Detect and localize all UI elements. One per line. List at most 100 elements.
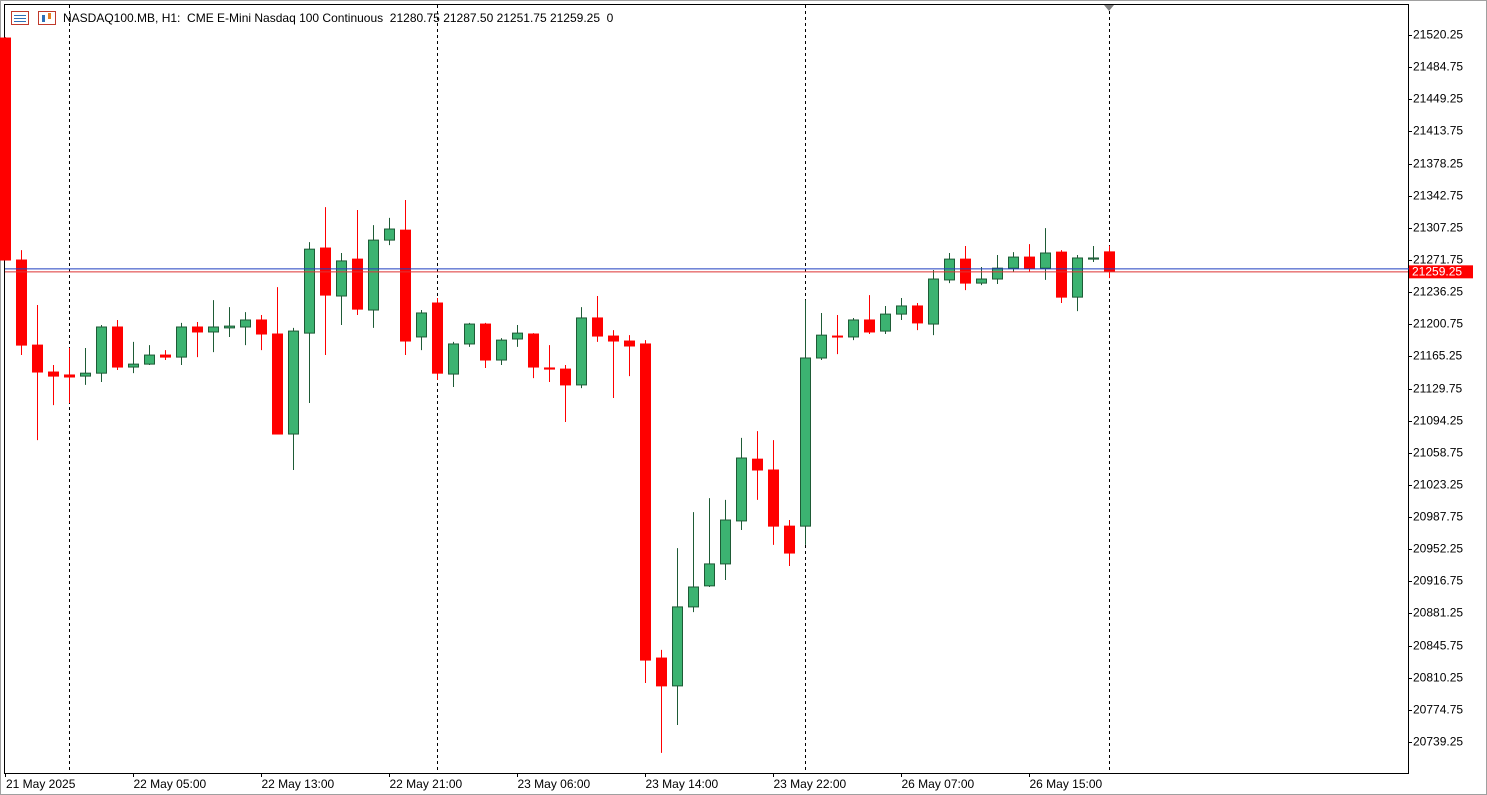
y-tick-label: 21484.75: [1413, 60, 1463, 74]
x-tick-label: 23 May 14:00: [646, 777, 719, 791]
candle-body: [464, 323, 475, 345]
candle-body: [592, 317, 603, 337]
candle-body: [496, 339, 507, 361]
candle-body: [576, 317, 587, 386]
candle-body: [608, 335, 619, 342]
candle-body: [0, 37, 11, 261]
y-tick-label: 20739.25: [1413, 735, 1463, 749]
y-tick-label: 21165.25: [1413, 349, 1462, 363]
x-tick-label: 22 May 21:00: [390, 777, 463, 791]
candle-body: [800, 357, 811, 527]
candle-body: [272, 333, 283, 435]
candle-body: [640, 343, 651, 661]
candle-body: [720, 519, 731, 565]
candle-body: [112, 326, 123, 368]
candle-body: [240, 319, 251, 328]
x-tick-label: 26 May 15:00: [1030, 777, 1103, 791]
candle-body: [880, 313, 891, 332]
candle-body: [528, 333, 539, 368]
candle-body: [448, 343, 459, 375]
candle-body: [80, 372, 91, 377]
candle-body: [704, 563, 715, 587]
candle-body: [256, 319, 267, 335]
candle-body: [784, 525, 795, 554]
candle-body: [336, 260, 347, 297]
candle-body: [1072, 257, 1083, 298]
toolbar-icons: [11, 11, 56, 25]
candle-body: [896, 305, 907, 315]
y-tick-label: 20881.25: [1413, 606, 1463, 620]
candle-body: [16, 259, 27, 346]
y-tick-label: 20774.75: [1413, 703, 1463, 717]
icon-chart: [38, 11, 56, 25]
candle-body: [688, 586, 699, 608]
candle-body: [992, 267, 1003, 280]
y-tick-label: 20952.25: [1413, 542, 1463, 556]
candle-body: [384, 228, 395, 241]
candle-body: [672, 606, 683, 687]
y-tick-label: 21058.75: [1413, 446, 1463, 460]
candle-body: [944, 258, 955, 281]
icon-bar: [48, 13, 51, 19]
candle-body: [176, 326, 187, 358]
candle-body: [224, 325, 235, 329]
candle-body: [1088, 257, 1099, 260]
candle-body: [368, 239, 379, 311]
candle-body: [768, 469, 779, 527]
candle-body: [64, 374, 75, 378]
x-tick-label: 26 May 07:00: [902, 777, 975, 791]
y-tick-label: 21129.75: [1413, 382, 1462, 396]
candle-body: [288, 330, 299, 435]
y-tick-label: 21200.75: [1413, 317, 1463, 331]
candle-body: [736, 457, 747, 522]
candle-body: [848, 319, 859, 338]
plot-frame: [4, 4, 1409, 774]
y-tick-label: 21271.75: [1413, 253, 1463, 267]
y-tick-label: 21094.25: [1413, 414, 1463, 428]
y-tick-label: 21307.25: [1413, 221, 1463, 235]
candle-body: [128, 363, 139, 368]
candle-body: [752, 458, 763, 471]
candle-body: [864, 319, 875, 333]
candle-body: [192, 326, 203, 333]
x-tick-label: 23 May 22:00: [774, 777, 847, 791]
x-tick-label: 21 May 2025: [6, 777, 76, 791]
candle-body: [208, 326, 219, 333]
candle-body: [432, 302, 443, 374]
candle-body: [1040, 252, 1051, 269]
y-tick-label: 21378.25: [1413, 157, 1463, 171]
candle-body: [352, 258, 363, 310]
candle-body: [48, 371, 59, 377]
y-tick-label: 21520.25: [1413, 28, 1463, 42]
y-tick-label: 20987.75: [1413, 510, 1463, 524]
candle-body: [400, 229, 411, 342]
candle-body: [1056, 251, 1067, 298]
y-tick-label: 21236.25: [1413, 285, 1463, 299]
candle-body: [32, 344, 43, 373]
current-bar-marker: [1104, 5, 1114, 11]
chart-title: NASDAQ100.MB, H1: CME E-Mini Nasdaq 100 …: [63, 11, 614, 25]
candle-body: [96, 326, 107, 374]
y-tick-label: 21023.25: [1413, 478, 1463, 492]
candle-body: [928, 278, 939, 325]
candle-body: [1024, 256, 1035, 269]
candle-body: [544, 367, 555, 370]
candle-body: [480, 323, 491, 361]
price-label: 21259.25: [1412, 265, 1462, 279]
x-tick-label: 23 May 06:00: [518, 777, 591, 791]
y-tick-label: 20810.25: [1413, 671, 1463, 685]
candle-body: [832, 335, 843, 338]
price-label-box: [1409, 265, 1473, 279]
candle-body: [656, 657, 667, 687]
y-tick-label: 21342.75: [1413, 189, 1463, 203]
x-tick-label: 22 May 05:00: [134, 777, 207, 791]
candle-body: [560, 368, 571, 386]
candle-body: [160, 354, 171, 358]
y-tick-label: 21413.75: [1413, 124, 1463, 138]
y-tick-label: 20916.75: [1413, 574, 1463, 588]
candle-body: [512, 332, 523, 340]
y-tick-label: 21449.25: [1413, 92, 1463, 106]
candle-body: [304, 248, 315, 334]
candle-body: [816, 334, 827, 359]
